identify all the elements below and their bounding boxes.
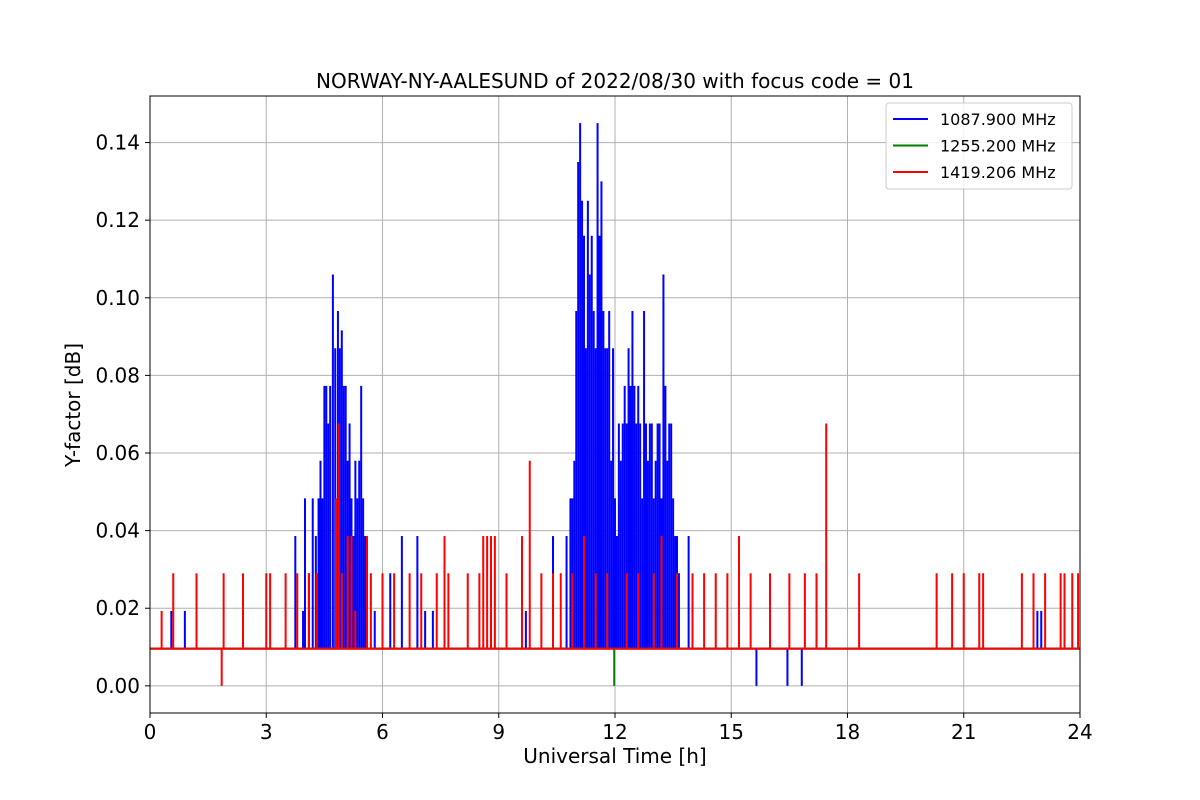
y-tick-label: 0.04 bbox=[95, 519, 140, 543]
y-tick-label: 0.12 bbox=[95, 208, 140, 232]
y-tick-label: 0.00 bbox=[95, 674, 140, 698]
chart-title: NORWAY-NY-AALESUND of 2022/08/30 with fo… bbox=[316, 69, 914, 93]
y-axis-label: Y-factor [dB] bbox=[61, 343, 85, 468]
legend-box bbox=[885, 102, 1073, 190]
y-tick-label: 0.10 bbox=[95, 286, 140, 310]
legend: 1087.900 MHz 1255.200 MHz 1419.206 MHz bbox=[885, 102, 1073, 190]
y-tick-label: 0.06 bbox=[95, 441, 140, 465]
x-tick-label: 15 bbox=[719, 720, 744, 744]
x-axis-label: Universal Time [h] bbox=[523, 744, 706, 768]
y-tick-label: 0.02 bbox=[95, 596, 140, 620]
series-1087-900 bbox=[150, 123, 1080, 686]
y-tick-label: 0.14 bbox=[95, 131, 140, 155]
x-tick-label: 21 bbox=[951, 720, 976, 744]
x-tick-label: 18 bbox=[835, 720, 860, 744]
x-tick-label: 24 bbox=[1067, 720, 1092, 744]
x-tick-label: 6 bbox=[376, 720, 389, 744]
series-1419-206 bbox=[150, 423, 1080, 686]
x-tick-label: 9 bbox=[492, 720, 505, 744]
series-layer bbox=[150, 123, 1080, 686]
legend-entry-label: 1087.900 MHz bbox=[940, 110, 1056, 129]
legend-entry-label: 1419.206 MHz bbox=[940, 163, 1056, 182]
x-tick-label: 3 bbox=[260, 720, 273, 744]
y-tick-label: 0.08 bbox=[95, 363, 140, 387]
axis-ticks: 0 3 6 9 12 15 18 21 24 0.00 0.02 0.04 0.06 0.08 0.10 0.… bbox=[95, 131, 1092, 744]
x-tick-label: 0 bbox=[144, 720, 157, 744]
legend-entry-label: 1255.200 MHz bbox=[940, 137, 1056, 156]
x-tick-label: 12 bbox=[602, 720, 627, 744]
